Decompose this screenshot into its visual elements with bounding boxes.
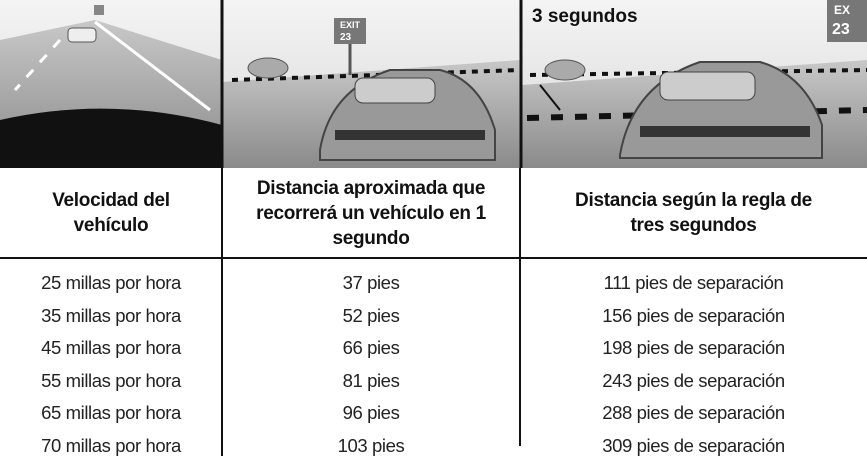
sign-text: 23 [832, 21, 850, 38]
table-cell: 81 pies [342, 369, 400, 391]
scene-caption: 3 segundos [532, 6, 638, 27]
sign-text: 23 [340, 32, 352, 43]
table-cell: 70 millas por hora [41, 435, 181, 456]
scene-middle: EXIT 23 [222, 0, 521, 168]
column-rule [519, 168, 521, 446]
scene-left [0, 0, 222, 168]
sign-text: EX [834, 3, 850, 17]
header-cell: Distancia según la regla de tres segundo… [520, 168, 867, 258]
header-rule [0, 257, 867, 259]
table-cell: 65 millas por hora [41, 402, 181, 424]
column-rule [221, 168, 223, 456]
table-cell: 111 pies de separación [603, 272, 784, 293]
table-cell: 37 pies [342, 272, 400, 293]
table-cell: 243 pies de separación [602, 369, 785, 391]
scene-right: EX 23 3 segundos [522, 0, 867, 168]
header-cell: Distancia aproximada que recorrerá un ve… [222, 168, 520, 258]
table-cell: 35 millas por hora [41, 304, 181, 326]
table-cell: 156 pies de separación [602, 304, 785, 326]
table-cell: 198 pies de separación [602, 337, 785, 359]
sign-text: EXIT [340, 20, 361, 30]
table-cell: 52 pies [342, 304, 400, 326]
header-cell: Velocidad del vehículo [0, 168, 222, 258]
table-cell: 45 millas por hora [41, 337, 181, 359]
header-text: Distancia según la regla de tres segundo… [575, 190, 812, 236]
table-cell: 66 pies [342, 337, 400, 359]
table-cell: 96 pies [342, 402, 400, 424]
table-cell: 103 pies [337, 435, 405, 456]
table-cell: 25 millas por hora [41, 272, 181, 293]
table-cell: 55 millas por hora [41, 369, 181, 391]
header-text: Velocidad del vehículo [52, 190, 170, 236]
table-cell: 309 pies de separación [602, 435, 785, 456]
scenes: EXIT 23 EX 23 3 segundos [0, 0, 867, 168]
header-text: Distancia aproximada que recorrerá un ve… [256, 177, 486, 249]
table-cell: 288 pies de separación [602, 402, 785, 424]
